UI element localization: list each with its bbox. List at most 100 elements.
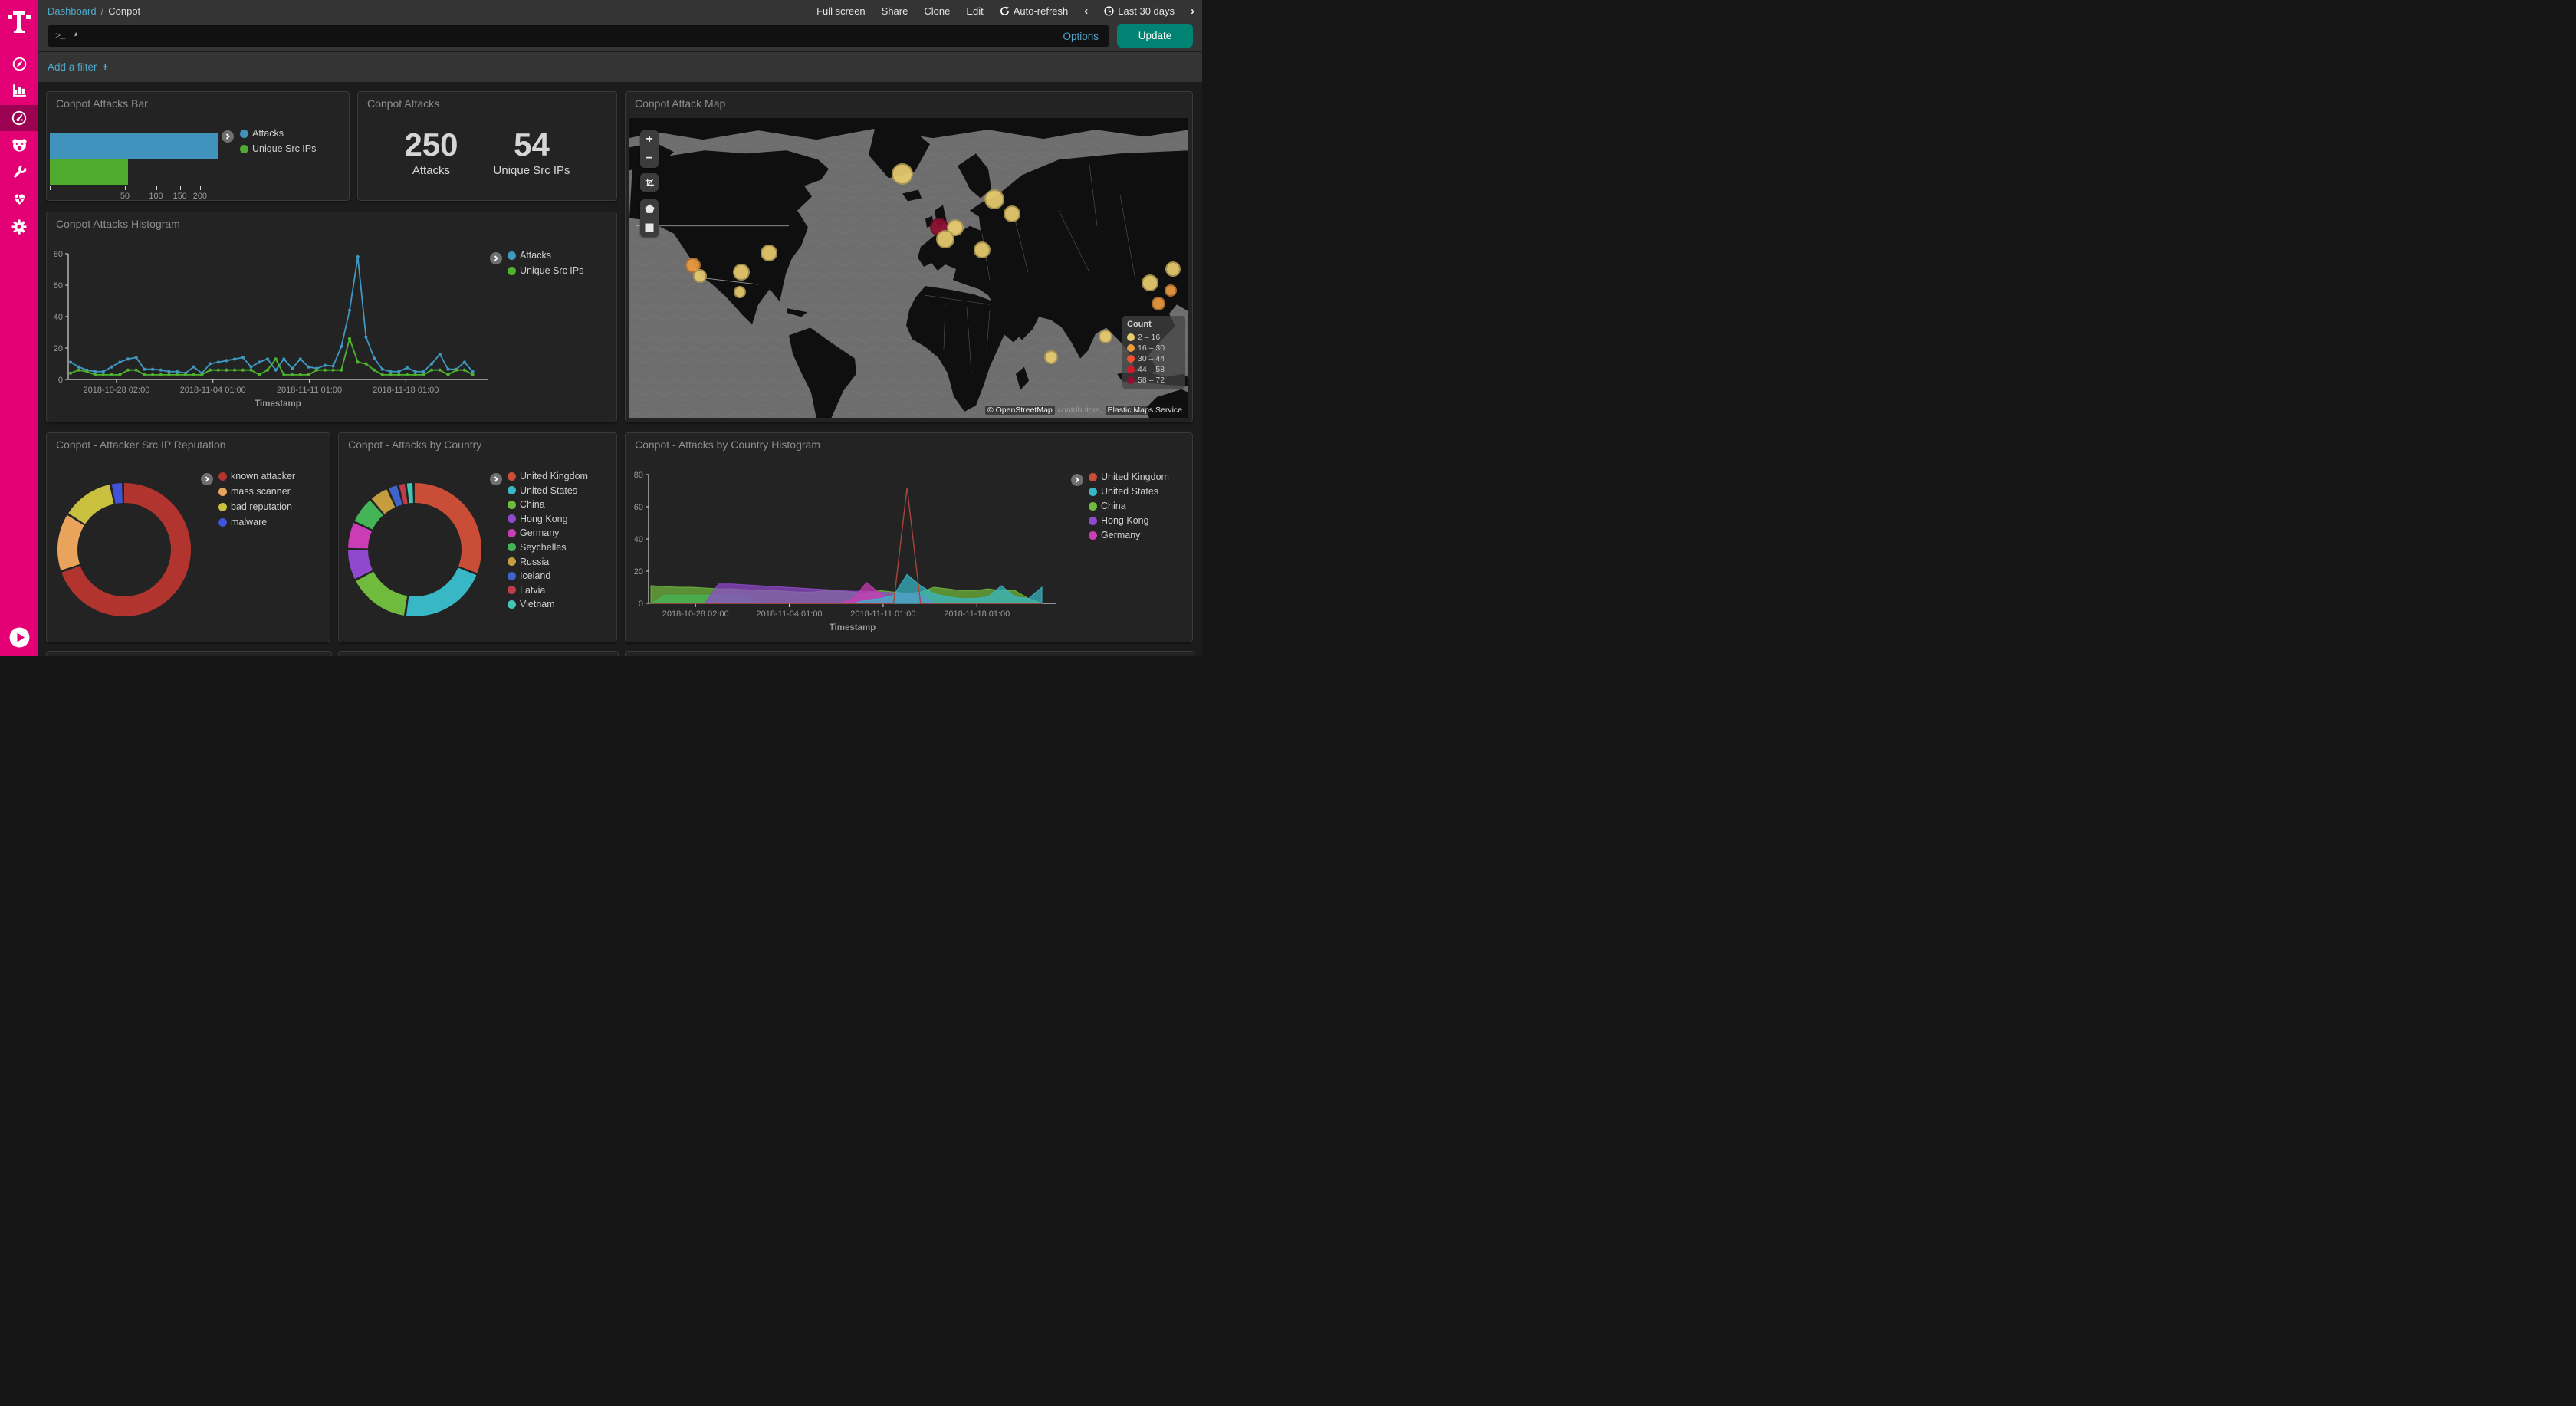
legend-item[interactable]: bad reputation: [219, 501, 295, 512]
donut-slice-Germany[interactable]: [348, 523, 373, 550]
legend-item[interactable]: Germany: [508, 527, 588, 538]
telekom-logo[interactable]: [0, 5, 38, 38]
topnav-action-full-screen[interactable]: Full screen: [816, 5, 866, 17]
legend-item[interactable]: 2 – 16: [1127, 333, 1181, 342]
map-marker[interactable]: [935, 230, 955, 249]
donut-slice-Russia[interactable]: [371, 489, 396, 514]
map-marker[interactable]: [1141, 274, 1158, 292]
donut-slice-malware[interactable]: [111, 483, 123, 504]
donut-slice-China[interactable]: [356, 571, 408, 616]
legend-item[interactable]: 16 – 30: [1127, 343, 1181, 353]
time-back-button[interactable]: ‹: [1084, 4, 1089, 18]
update-button[interactable]: Update: [1117, 24, 1193, 48]
sidebar-item-devtools[interactable]: [0, 159, 38, 185]
legend-item[interactable]: mass scanner: [219, 486, 295, 497]
time-forward-button[interactable]: ›: [1191, 4, 1194, 18]
map-marker[interactable]: [1043, 350, 1058, 364]
map-marker[interactable]: [973, 241, 991, 258]
panel-title[interactable]: Conpot - Attacker Src IP Reputation: [56, 439, 226, 451]
legend-item[interactable]: Hong Kong: [508, 514, 588, 524]
legend-item[interactable]: China: [508, 499, 588, 510]
add-filter-link[interactable]: Add a filter +: [48, 61, 108, 73]
legend-item[interactable]: United States: [508, 485, 588, 496]
panel-title[interactable]: Conpot Attacks: [367, 97, 440, 110]
zoom-in-button[interactable]: +: [646, 133, 653, 146]
legend-item[interactable]: Unique Src IPs: [240, 143, 316, 154]
sidebar-item-management[interactable]: [0, 214, 38, 240]
world-map[interactable]: + −: [629, 118, 1188, 418]
legend-item[interactable]: 30 – 44: [1127, 354, 1181, 363]
sidebar-collapse-button[interactable]: [0, 624, 38, 650]
legend-toggle[interactable]: [222, 130, 234, 143]
panel-title[interactable]: Conpot Attacks Histogram: [56, 218, 180, 230]
breadcrumb-dashboard-link[interactable]: Dashboard: [48, 5, 97, 17]
map-marker[interactable]: [1003, 205, 1020, 222]
sidebar-item-dashboard[interactable]: [0, 105, 38, 131]
map-marker[interactable]: [984, 189, 1005, 210]
legend-item[interactable]: Seychelles: [508, 542, 588, 553]
legend-item[interactable]: Attacks: [508, 250, 583, 261]
elastic-maps-link[interactable]: Elastic Maps Service: [1105, 406, 1184, 415]
panel-title[interactable]: Conpot - Attacks by Country Histogram: [635, 439, 820, 451]
legend-item[interactable]: Vietnam: [508, 599, 588, 609]
legend-item[interactable]: malware: [219, 517, 295, 527]
legend-item[interactable]: Unique Src IPs: [508, 265, 583, 276]
donut-slice-Hong-Kong[interactable]: [348, 549, 373, 580]
legend-item[interactable]: Hong Kong: [1089, 515, 1169, 526]
sidebar-item-apm[interactable]: [0, 132, 38, 158]
legend-item[interactable]: known attacker: [219, 471, 295, 481]
legend-item[interactable]: United Kingdom: [1089, 471, 1169, 482]
query-options-link[interactable]: Options: [1063, 30, 1099, 42]
legend-item[interactable]: 44 – 58: [1127, 365, 1181, 374]
donut-slice-bad-reputation[interactable]: [68, 485, 115, 525]
reputation-donut-chart[interactable]: [55, 481, 193, 619]
osm-link[interactable]: © OpenStreetMap: [984, 406, 1055, 415]
donut-slice-Seychelles[interactable]: [354, 500, 384, 531]
country-donut-chart[interactable]: [346, 481, 484, 619]
map-marker[interactable]: [692, 269, 707, 284]
map-marker[interactable]: [1164, 284, 1177, 297]
bar-unique-src-ips[interactable]: [50, 159, 128, 185]
legend-item[interactable]: China: [1089, 501, 1169, 511]
auto-refresh-button[interactable]: Auto-refresh: [1000, 5, 1068, 17]
map-marker[interactable]: [1151, 296, 1165, 310]
donut-slice-mass-scanner[interactable]: [58, 514, 85, 570]
legend-item[interactable]: Attacks: [240, 128, 316, 139]
zoom-out-button[interactable]: −: [646, 152, 653, 165]
legend-toggle[interactable]: [201, 473, 213, 485]
map-marker[interactable]: [732, 263, 750, 281]
map-marker[interactable]: [891, 163, 913, 185]
donut-slice-United-States[interactable]: [406, 567, 477, 616]
bar-attacks[interactable]: [50, 133, 218, 159]
topnav-action-share[interactable]: Share: [881, 5, 909, 17]
map-marker[interactable]: [685, 257, 702, 273]
legend-item[interactable]: United Kingdom: [508, 471, 588, 481]
map-marker[interactable]: [1165, 261, 1181, 278]
panel-title[interactable]: Conpot - Attacks by Country: [348, 439, 482, 451]
rectangle-tool-button[interactable]: [640, 218, 659, 237]
topnav-action-edit[interactable]: Edit: [966, 5, 984, 17]
panel-title[interactable]: Conpot Attack Map: [635, 97, 726, 110]
query-input[interactable]: >_ * Options: [48, 25, 1109, 47]
panel-title[interactable]: Conpot Attacks Bar: [56, 97, 148, 110]
donut-slice-Iceland[interactable]: [389, 485, 402, 507]
donut-slice-known-attacker[interactable]: [61, 483, 191, 616]
legend-item[interactable]: United States: [1089, 486, 1169, 497]
legend-toggle[interactable]: [490, 473, 502, 485]
legend-toggle[interactable]: [1071, 474, 1083, 486]
crop-icon[interactable]: [640, 173, 659, 192]
topnav-action-clone[interactable]: Clone: [924, 5, 951, 17]
legend-item[interactable]: Latvia: [508, 585, 588, 596]
sidebar-item-visualize[interactable]: [0, 77, 38, 103]
legend-item[interactable]: Iceland: [508, 570, 588, 581]
map-marker[interactable]: [761, 244, 778, 261]
legend-item[interactable]: Germany: [1089, 530, 1169, 540]
time-range-picker[interactable]: Last 30 days: [1104, 5, 1175, 17]
polygon-tool-button[interactable]: [640, 199, 659, 218]
map-marker[interactable]: [733, 285, 746, 298]
donut-slice-United-Kingdom[interactable]: [414, 483, 481, 573]
legend-item[interactable]: 58 – 72: [1127, 376, 1181, 385]
sidebar-item-monitoring[interactable]: [0, 186, 38, 212]
legend-item[interactable]: Russia: [508, 557, 588, 567]
sidebar-item-discover[interactable]: [0, 51, 38, 77]
